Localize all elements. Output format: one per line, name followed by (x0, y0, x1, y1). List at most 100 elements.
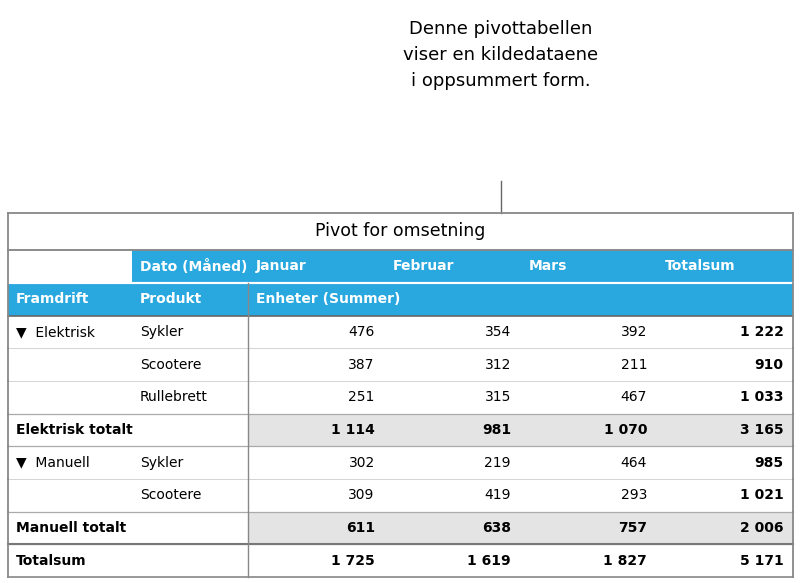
Bar (521, 250, 657, 283)
Text: 309: 309 (348, 489, 375, 503)
Bar (8, 545, 132, 577)
Text: Totalsum: Totalsum (16, 554, 87, 568)
Bar (384, 381, 521, 414)
Bar (8, 447, 132, 479)
Text: 312: 312 (485, 357, 511, 371)
Bar (521, 479, 657, 512)
Text: 757: 757 (618, 521, 647, 535)
Text: Sykler: Sykler (140, 325, 183, 339)
Bar (8, 283, 132, 315)
Bar (657, 414, 793, 447)
Text: 419: 419 (485, 489, 511, 503)
Bar (8, 315, 132, 348)
Text: Denne pivottabellen
viser en kildedataene
i oppsummert form.: Denne pivottabellen viser en kildedataen… (403, 20, 598, 90)
Bar (248, 414, 384, 447)
Text: ▼  Manuell: ▼ Manuell (16, 456, 90, 470)
Bar (521, 545, 657, 577)
Text: Totalsum: Totalsum (665, 259, 735, 273)
Text: Januar: Januar (256, 259, 307, 273)
Text: 3 165: 3 165 (740, 423, 783, 437)
Bar (248, 479, 384, 512)
Bar (384, 250, 521, 283)
Bar (8, 479, 132, 512)
Text: Manuell totalt: Manuell totalt (16, 521, 127, 535)
Text: Februar: Februar (392, 259, 454, 273)
Bar (8, 381, 132, 414)
Bar (132, 479, 248, 512)
Text: 219: 219 (485, 456, 511, 470)
Text: ▼  Elektrisk: ▼ Elektrisk (16, 325, 95, 339)
Bar (248, 348, 384, 381)
Bar (132, 447, 248, 479)
Text: 476: 476 (348, 325, 375, 339)
Bar (132, 381, 248, 414)
Text: 387: 387 (348, 357, 375, 371)
Text: 2 006: 2 006 (740, 521, 783, 535)
Text: 985: 985 (755, 456, 783, 470)
Text: Dato (Måned): Dato (Måned) (140, 259, 248, 274)
Bar (132, 348, 248, 381)
Bar (521, 315, 657, 348)
Text: 638: 638 (482, 521, 511, 535)
Bar (521, 283, 657, 315)
Text: 1 222: 1 222 (739, 325, 783, 339)
Text: 315: 315 (485, 390, 511, 404)
Bar (8, 414, 132, 447)
Bar (248, 250, 384, 283)
Bar (384, 414, 521, 447)
Bar (657, 447, 793, 479)
Bar (132, 315, 248, 348)
Bar (521, 414, 657, 447)
Bar (521, 348, 657, 381)
Text: 1 827: 1 827 (603, 554, 647, 568)
Bar (132, 545, 248, 577)
Bar (248, 381, 384, 414)
Text: Mars: Mars (529, 259, 567, 273)
Bar (132, 414, 248, 447)
Text: 1 070: 1 070 (604, 423, 647, 437)
Bar (8, 213, 793, 250)
Text: Framdrift: Framdrift (16, 292, 90, 306)
Bar (384, 348, 521, 381)
Text: 5 171: 5 171 (739, 554, 783, 568)
Bar (657, 315, 793, 348)
Bar (132, 250, 248, 283)
Text: 910: 910 (755, 357, 783, 371)
Text: 1 114: 1 114 (331, 423, 375, 437)
Bar (132, 283, 248, 315)
Bar (384, 545, 521, 577)
Bar (384, 447, 521, 479)
Bar (248, 545, 384, 577)
Text: 467: 467 (621, 390, 647, 404)
Bar (384, 315, 521, 348)
Bar (521, 447, 657, 479)
Text: 1 021: 1 021 (739, 489, 783, 503)
Text: 211: 211 (621, 357, 647, 371)
Bar (248, 512, 384, 545)
Bar (657, 348, 793, 381)
Text: Scootere: Scootere (140, 489, 201, 503)
Bar (248, 315, 384, 348)
Text: 1 033: 1 033 (740, 390, 783, 404)
Text: Scootere: Scootere (140, 357, 201, 371)
Bar (657, 283, 793, 315)
Bar (657, 381, 793, 414)
Bar (384, 479, 521, 512)
Text: 392: 392 (621, 325, 647, 339)
Bar (657, 512, 793, 545)
Text: 1 619: 1 619 (467, 554, 511, 568)
Text: Elektrisk totalt: Elektrisk totalt (16, 423, 133, 437)
Text: 611: 611 (346, 521, 375, 535)
Bar (248, 447, 384, 479)
Bar (657, 250, 793, 283)
Bar (132, 512, 248, 545)
Text: Enheter (Summer): Enheter (Summer) (256, 292, 400, 306)
Text: Rullebrett: Rullebrett (140, 390, 208, 404)
Bar (8, 348, 132, 381)
Text: 293: 293 (621, 489, 647, 503)
Bar (657, 479, 793, 512)
Text: Sykler: Sykler (140, 456, 183, 470)
Bar (521, 512, 657, 545)
Bar (384, 283, 521, 315)
Bar (248, 283, 657, 315)
